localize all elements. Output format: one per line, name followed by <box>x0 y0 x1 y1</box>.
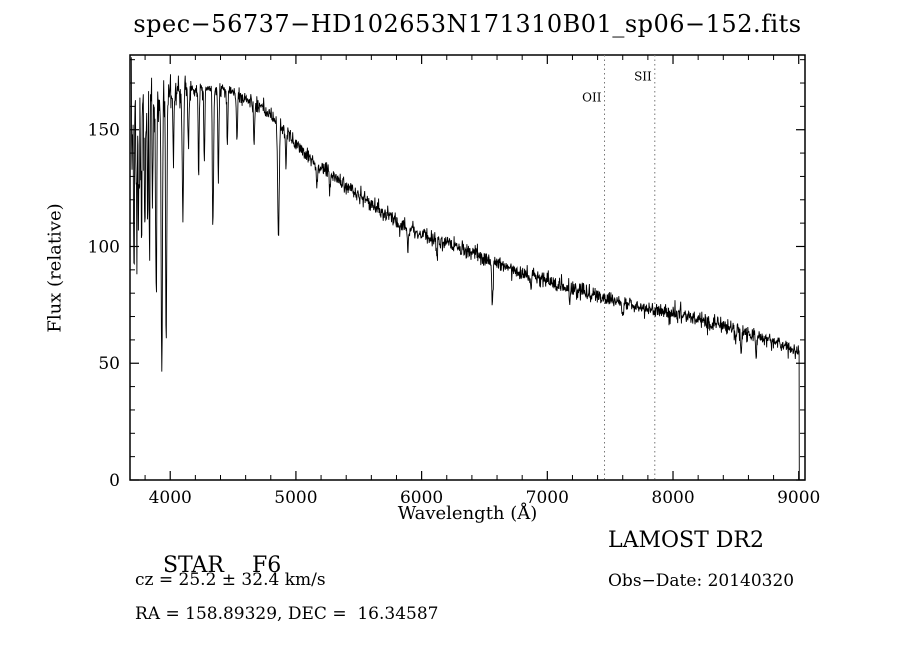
x-tick-label: 5000 <box>274 488 317 508</box>
chart-title: spec−56737−HD102653N171310B01_sp06−152.f… <box>133 10 802 38</box>
cz-velocity-label: cz = 25.2 ± 32.4 km/s <box>135 570 326 590</box>
obs-date-label: Obs−Date: 20140320 <box>608 571 795 591</box>
y-tick-label: 50 <box>98 354 120 374</box>
y-tick-label: 150 <box>88 121 120 141</box>
marker-label-oii: OII <box>582 91 602 105</box>
x-tick-label: 6000 <box>400 488 443 508</box>
object-type-label: STAR <box>162 553 224 578</box>
ra-dec-label: RA = 158.89329, DEC = 16.34587 <box>135 604 439 624</box>
plot-frame <box>129 54 806 481</box>
object-classification: STAR F6 <box>135 528 281 603</box>
x-axis-label: Wavelength (Å) <box>397 503 538 524</box>
spectrum-line <box>130 57 800 481</box>
y-tick-label: 100 <box>88 237 120 257</box>
x-tick-label: 9000 <box>777 488 820 508</box>
x-tick-label: 4000 <box>149 488 192 508</box>
survey-label: LAMOST DR2 <box>608 528 764 553</box>
y-tick-label: 0 <box>109 471 120 491</box>
marker-label-sii: SII <box>634 70 652 84</box>
object-subclass-label: F6 <box>251 553 282 578</box>
x-tick-label: 8000 <box>651 488 694 508</box>
x-tick-label: 7000 <box>526 488 569 508</box>
y-axis-label: Flux (relative) <box>44 203 66 333</box>
